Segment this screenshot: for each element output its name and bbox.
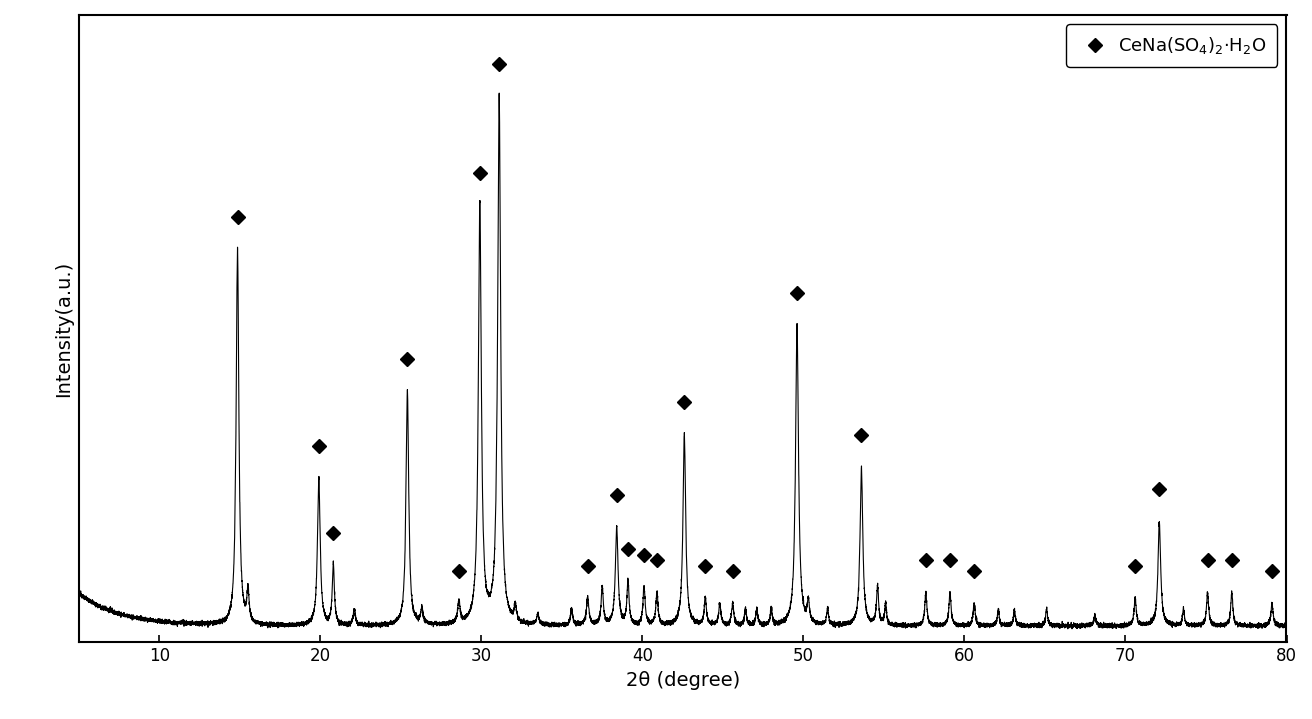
X-axis label: 2θ (degree): 2θ (degree) (626, 671, 740, 690)
Legend: CeNa(SO$_4$)$_2$$\cdot$H$_2$O: CeNa(SO$_4$)$_2$$\cdot$H$_2$O (1067, 24, 1278, 67)
Y-axis label: Intensity(a.u.): Intensity(a.u.) (54, 260, 73, 397)
